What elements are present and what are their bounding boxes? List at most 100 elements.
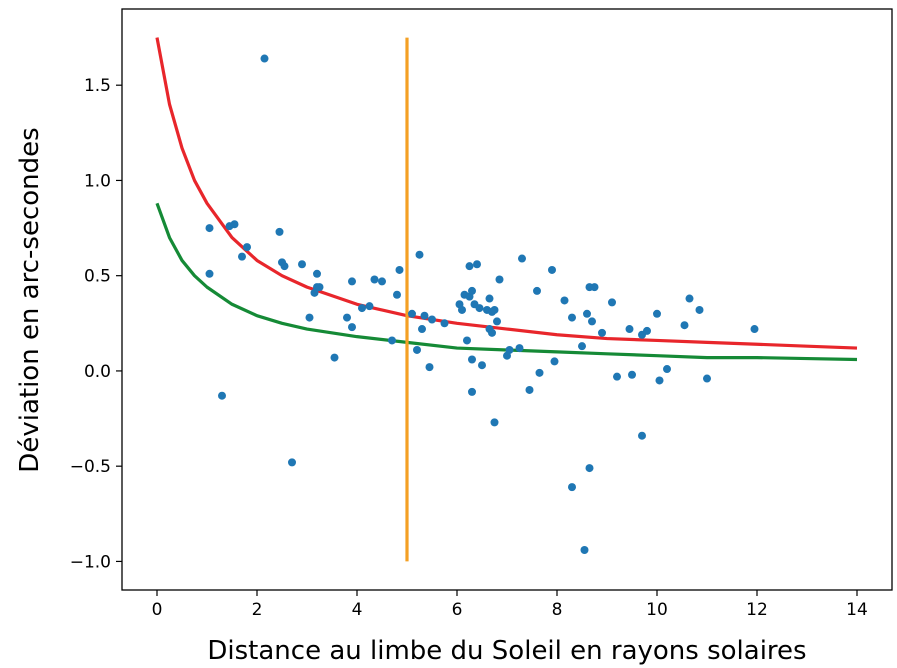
scatter-point: [488, 328, 496, 337]
scatter-point: [370, 275, 379, 284]
curve-2: [155, 202, 858, 362]
x-tick-label: 6: [452, 600, 463, 620]
scatter-point: [580, 546, 589, 554]
scatter-point: [695, 305, 704, 314]
scatter-point: [205, 224, 214, 233]
y-tick-label: −1.0: [70, 552, 111, 572]
scatter-point: [493, 317, 501, 326]
scatter-point: [408, 309, 416, 318]
scatter-point: [348, 323, 356, 332]
scatter-point: [330, 353, 339, 362]
scatter-point: [280, 262, 289, 271]
scatter-point: [478, 361, 486, 370]
scatter-point: [548, 265, 556, 274]
scatter-point: [568, 313, 576, 322]
scatter-point: [653, 309, 661, 318]
scatter-point: [685, 294, 694, 303]
scatter-point: [358, 304, 366, 313]
scatter-points: [205, 54, 759, 554]
scatter-point: [343, 313, 351, 322]
scatter-point: [468, 355, 476, 364]
scatter-point: [420, 311, 429, 320]
scatter-point: [583, 309, 591, 318]
scatter-point: [680, 321, 689, 330]
scatter-point: [313, 269, 321, 278]
scatter-point: [243, 243, 251, 252]
scatter-point: [525, 385, 534, 394]
scatter-point: [468, 286, 476, 295]
y-tick-label: 0.0: [84, 362, 111, 382]
scatter-point: [638, 431, 646, 440]
scatter-point: [568, 483, 576, 492]
scatter-point: [560, 296, 569, 305]
scatter-point: [205, 269, 214, 278]
scatter-point: [533, 286, 541, 295]
scatter-point: [515, 344, 524, 353]
scatter-point: [485, 294, 494, 303]
scatter-point: [288, 458, 296, 467]
x-axis-label: Distance au limbe du Soleil en rayons so…: [207, 636, 806, 666]
x-tick-label: 10: [646, 600, 668, 620]
x-axis: 0 2 4 6 8 10 12 14: [152, 590, 868, 620]
scatter-point: [428, 315, 436, 324]
scatter-point: [578, 342, 586, 351]
scatter-point: [298, 260, 306, 269]
x-tick-label: 14: [846, 600, 868, 620]
scatter-point: [458, 305, 466, 314]
scatter-point: [468, 387, 476, 396]
scatter-point: [655, 376, 664, 385]
scatter-point: [703, 374, 711, 383]
curve-1: [155, 37, 858, 350]
scatter-point: [465, 262, 474, 271]
scatter-point: [473, 260, 481, 269]
scatter-point: [393, 290, 401, 299]
scatter-point: [275, 227, 284, 236]
scatter-point: [475, 304, 484, 313]
scatter-point: [613, 372, 621, 381]
scatter-point: [505, 345, 514, 354]
scatter-point: [418, 325, 426, 334]
scatter-point: [440, 319, 449, 328]
scatter-point: [550, 357, 559, 366]
scatter-point: [490, 305, 499, 314]
scatter-point: [395, 265, 404, 274]
scatter-point: [535, 368, 544, 377]
scatter-point: [365, 302, 374, 311]
scatter-point: [518, 254, 526, 263]
y-axis: −1.0 −0.5 0.0 0.5 1.0 1.5: [70, 76, 122, 572]
scatter-point: [598, 328, 606, 337]
scatter-point: [425, 363, 434, 372]
x-tick-label: 12: [746, 600, 768, 620]
scatter-point: [378, 277, 386, 286]
scatter-point: [625, 325, 634, 334]
scatter-point: [388, 336, 396, 345]
scatter-point: [585, 464, 594, 473]
scatter-point: [463, 336, 471, 345]
scatter-point: [490, 418, 499, 427]
scatter-point: [663, 365, 671, 374]
y-tick-label: 0.5: [84, 267, 111, 287]
scatter-point: [415, 250, 424, 259]
scatter-point: [238, 252, 246, 261]
scatter-point: [230, 220, 239, 229]
scatter-point: [588, 317, 596, 326]
x-tick-label: 0: [152, 600, 163, 620]
scatter-point: [643, 326, 651, 335]
scatter-point: [315, 283, 324, 292]
scatter-point: [590, 283, 599, 292]
plot-frame: [121, 8, 893, 591]
scatter-point: [750, 325, 759, 334]
scatter-point: [608, 298, 616, 307]
scatter-point: [413, 345, 421, 354]
scatter-point: [305, 313, 314, 322]
scatter-point: [628, 370, 636, 379]
y-tick-label: 1.0: [84, 171, 111, 191]
scatter-point: [348, 277, 356, 286]
x-tick-label: 4: [352, 600, 363, 620]
x-tick-label: 2: [252, 600, 263, 620]
scatter-point: [218, 391, 226, 400]
curve-layer: [155, 37, 858, 562]
y-axis-label: Déviation en arc-secondes: [15, 127, 45, 472]
y-tick-label: 1.5: [84, 76, 111, 96]
